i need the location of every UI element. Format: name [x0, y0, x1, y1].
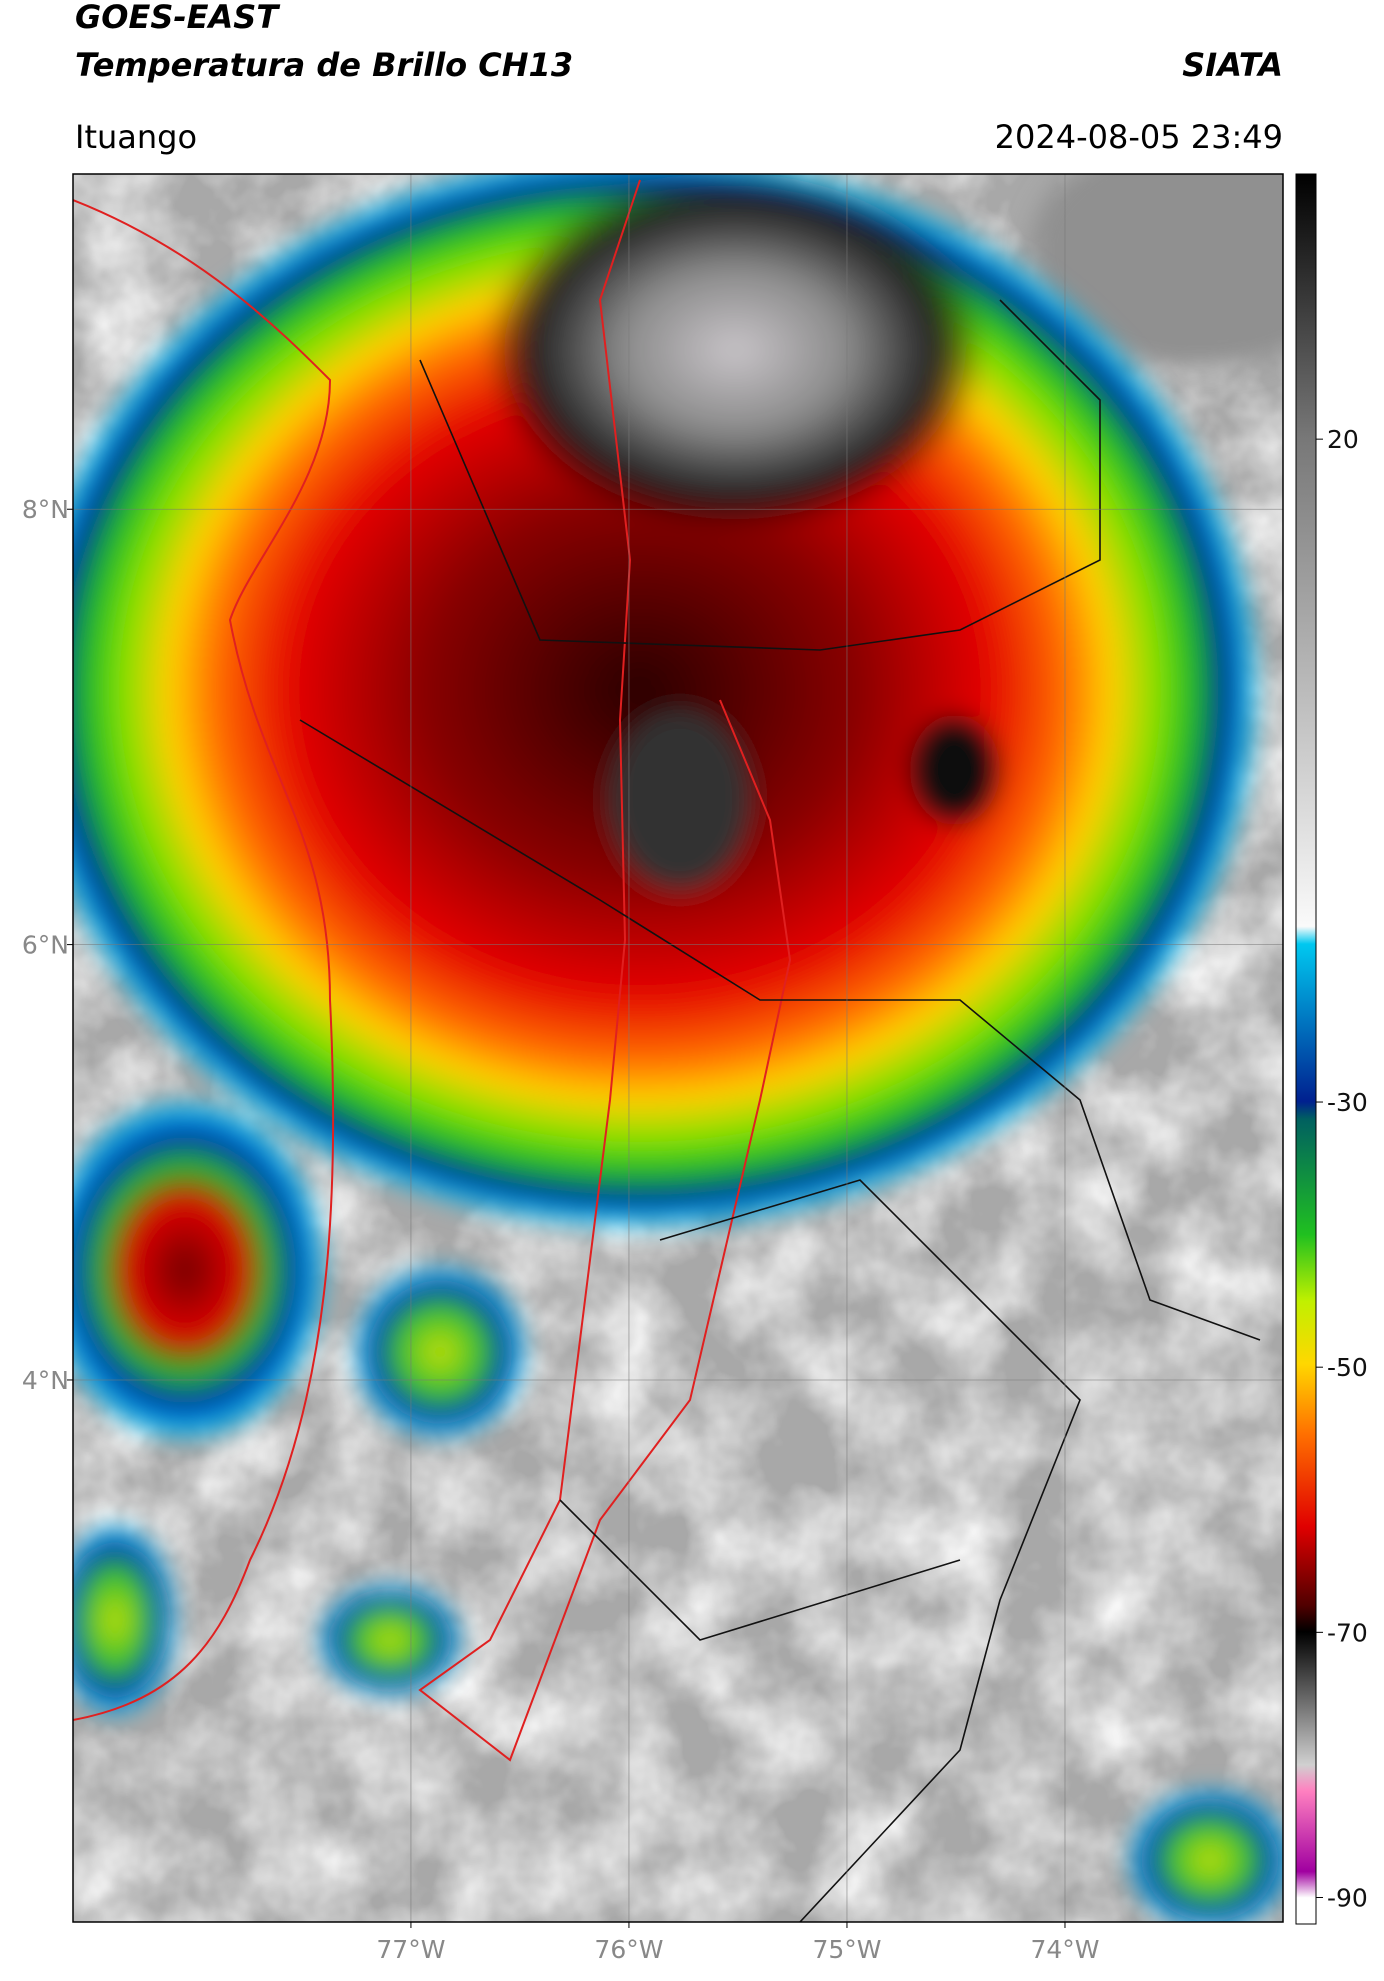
y-tick-label: 4°N — [22, 1366, 69, 1395]
colorbar — [1295, 173, 1317, 1925]
colorbar-tick-label: -30 — [1327, 1088, 1368, 1117]
x-tick-label: 77°W — [376, 1935, 445, 1964]
source: SIATA — [1182, 46, 1283, 84]
x-tick-label: 76°W — [594, 1935, 663, 1964]
colorbar-tick-label: -70 — [1327, 1618, 1368, 1647]
grid — [73, 174, 1283, 1922]
colorbar-tick-label: -50 — [1327, 1353, 1368, 1382]
y-tick-label: 6°N — [22, 931, 69, 960]
title: GOES-EAST — [75, 0, 280, 36]
satellite-image — [73, 174, 1283, 1922]
colorbar-tick-label: 20 — [1327, 425, 1359, 454]
colorbar-tick-label: -90 — [1327, 1883, 1368, 1912]
subtitle: Temperatura de Brillo CH13 — [75, 46, 573, 84]
x-tick-label: 74°W — [1030, 1935, 1099, 1964]
y-tick-label: 8°N — [22, 495, 69, 524]
x-tick-label: 75°W — [812, 1935, 881, 1964]
timestamp: 2024-08-05 23:49 — [995, 118, 1283, 156]
map-frame — [72, 173, 1284, 1923]
location: Ituango — [75, 118, 197, 156]
